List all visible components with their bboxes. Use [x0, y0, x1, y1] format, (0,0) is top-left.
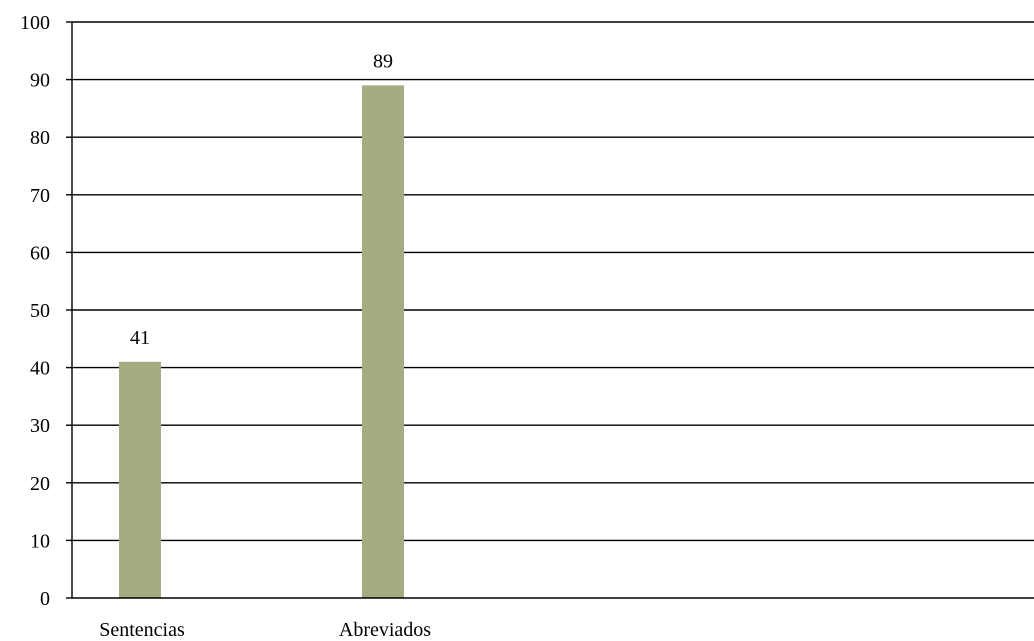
y-tick-label-10: 10	[30, 530, 50, 552]
y-tick-label-60: 60	[30, 242, 50, 264]
y-tick-label-90: 90	[30, 70, 50, 92]
data-label-abreviados: 89	[373, 50, 393, 72]
y-tick-label-50: 50	[30, 300, 50, 322]
axes	[66, 21, 1034, 599]
y-tick-label-100: 100	[20, 12, 50, 34]
x-tick-label-sentencias: Sentencias	[99, 619, 185, 641]
data-labels: 41 89	[130, 50, 393, 348]
y-tick-label-40: 40	[30, 358, 50, 380]
gridlines	[72, 21, 1034, 542]
bars	[119, 85, 404, 599]
y-tick-labels: 0 10 20 30 40 50 60 70 80 90 100	[20, 12, 50, 610]
y-tick-label-20: 20	[30, 473, 50, 495]
y-tick-label-30: 30	[30, 415, 50, 437]
y-tick-label-0: 0	[40, 588, 50, 610]
bar-abreviados	[362, 85, 404, 599]
y-tick-label-80: 80	[30, 127, 50, 149]
bar-sentencias	[119, 361, 161, 598]
x-tick-label-abreviados: Abreviados	[339, 619, 431, 641]
y-tick-label-70: 70	[30, 185, 50, 207]
data-label-sentencias: 41	[130, 327, 150, 349]
x-tick-labels: Sentencias Abreviados	[99, 619, 431, 641]
